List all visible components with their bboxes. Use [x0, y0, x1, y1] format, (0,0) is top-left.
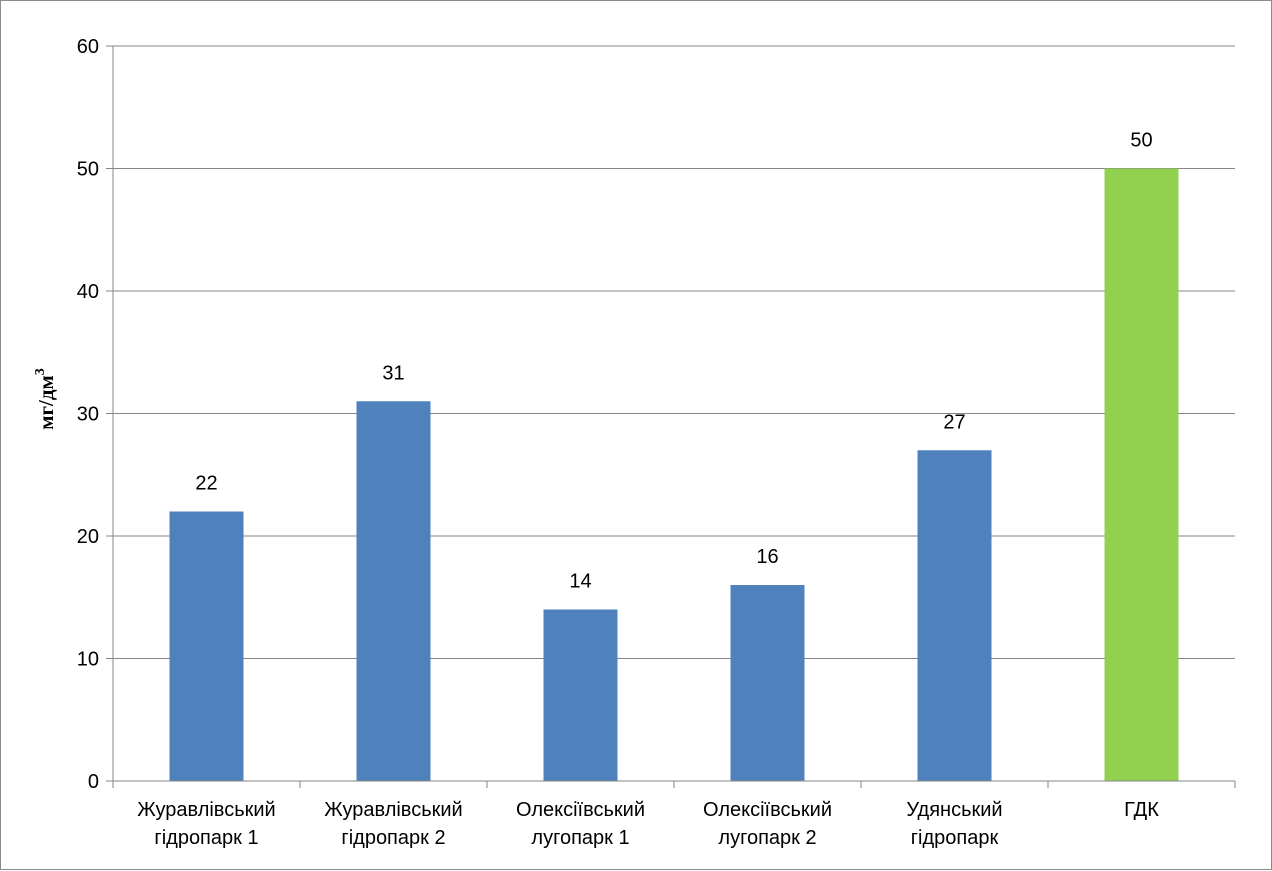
y-tick-label: 50 [77, 159, 99, 181]
x-tick-label: Удянський гідропарк [906, 799, 1002, 849]
bar [169, 511, 244, 781]
x-tick-labels: Журавлівський гідропарк 1 Журавлівський гід… [137, 799, 1159, 849]
x-tick-label: Журавлівський гідропарк 2 [324, 799, 462, 849]
bars [169, 168, 1179, 781]
data-labels: 22 31 14 16 27 50 [195, 130, 1152, 593]
bar [917, 450, 992, 781]
y-tick-label: 10 [77, 649, 99, 671]
y-tick-label: 30 [77, 404, 99, 426]
y-tick-label: 40 [77, 281, 99, 303]
bar [730, 585, 805, 781]
data-label: 27 [943, 411, 965, 433]
x-tick-label: Журавлівський гідропарк 1 [137, 799, 275, 849]
bar [1104, 168, 1179, 781]
axes [112, 46, 1235, 782]
y-tick-label: 20 [77, 526, 99, 548]
x-tick-label: ГДК [1124, 799, 1159, 821]
y-axis-title-superscript: 3 [33, 368, 48, 375]
y-axis-title: мг/дм3 [33, 368, 58, 430]
data-label: 22 [195, 473, 217, 495]
x-tick-label: Олексіївський лугопарк 2 [703, 799, 832, 849]
data-label: 50 [1130, 130, 1152, 152]
y-tick-labels: 0 10 20 30 40 50 60 [77, 36, 99, 793]
y-axis-title-text: мг/дм [34, 375, 58, 430]
y-tick-label: 0 [88, 771, 99, 793]
bar [356, 401, 431, 781]
x-tick-label: Олексіївський лугопарк 1 [516, 799, 645, 849]
data-label: 14 [569, 571, 591, 593]
bar [543, 609, 618, 781]
data-label: 16 [756, 546, 778, 568]
y-tick-label: 60 [77, 36, 99, 58]
data-label: 31 [382, 362, 404, 384]
gridlines [106, 45, 1236, 788]
